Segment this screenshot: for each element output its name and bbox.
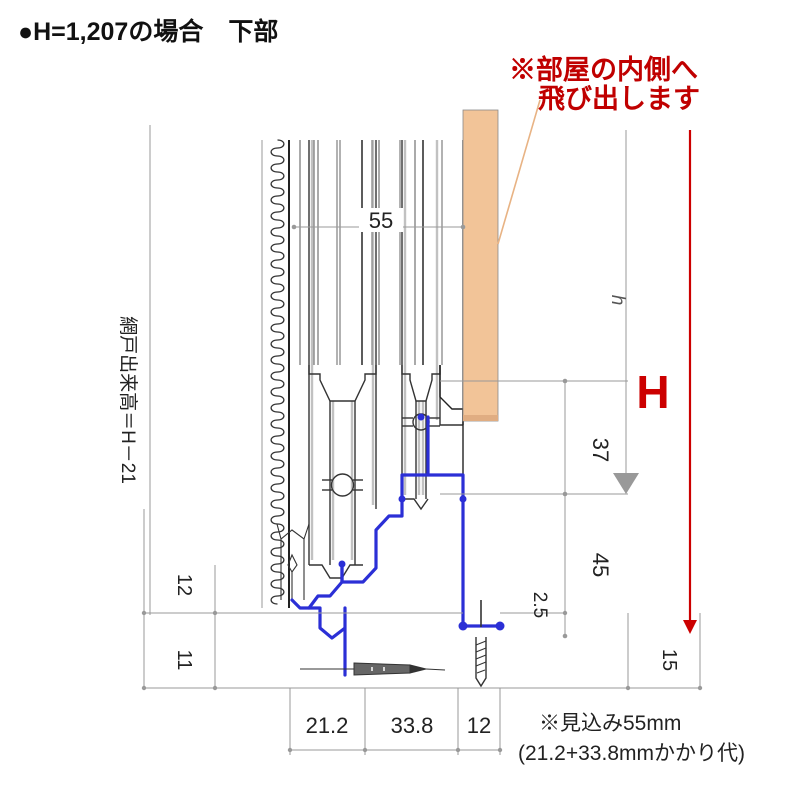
svg-text:33.8: 33.8 xyxy=(391,713,434,738)
svg-text:※見込み55mm: ※見込み55mm xyxy=(539,712,681,735)
svg-text:●H=1,207の場合 下部: ●H=1,207の場合 下部 xyxy=(18,17,278,46)
svg-text:37: 37 xyxy=(588,438,613,462)
svg-text:55: 55 xyxy=(369,208,393,233)
svg-text:H: H xyxy=(636,366,669,418)
svg-text:12: 12 xyxy=(173,574,195,596)
svg-text:21.2: 21.2 xyxy=(306,713,349,738)
svg-text:(21.2+33.8mmかかり代): (21.2+33.8mmかかり代) xyxy=(518,742,745,765)
svg-text:h: h xyxy=(607,295,628,306)
svg-text:※部屋の内側へ: ※部屋の内側へ xyxy=(509,54,698,85)
svg-text:15: 15 xyxy=(658,649,680,671)
svg-text:12: 12 xyxy=(467,713,491,738)
svg-text:網戸出来高＝H－21: 網戸出来高＝H－21 xyxy=(117,316,139,484)
svg-text:45: 45 xyxy=(588,553,613,577)
svg-text:飛び出します: 飛び出します xyxy=(538,84,700,114)
svg-text:11: 11 xyxy=(173,650,195,671)
svg-text:2.5: 2.5 xyxy=(529,592,550,618)
